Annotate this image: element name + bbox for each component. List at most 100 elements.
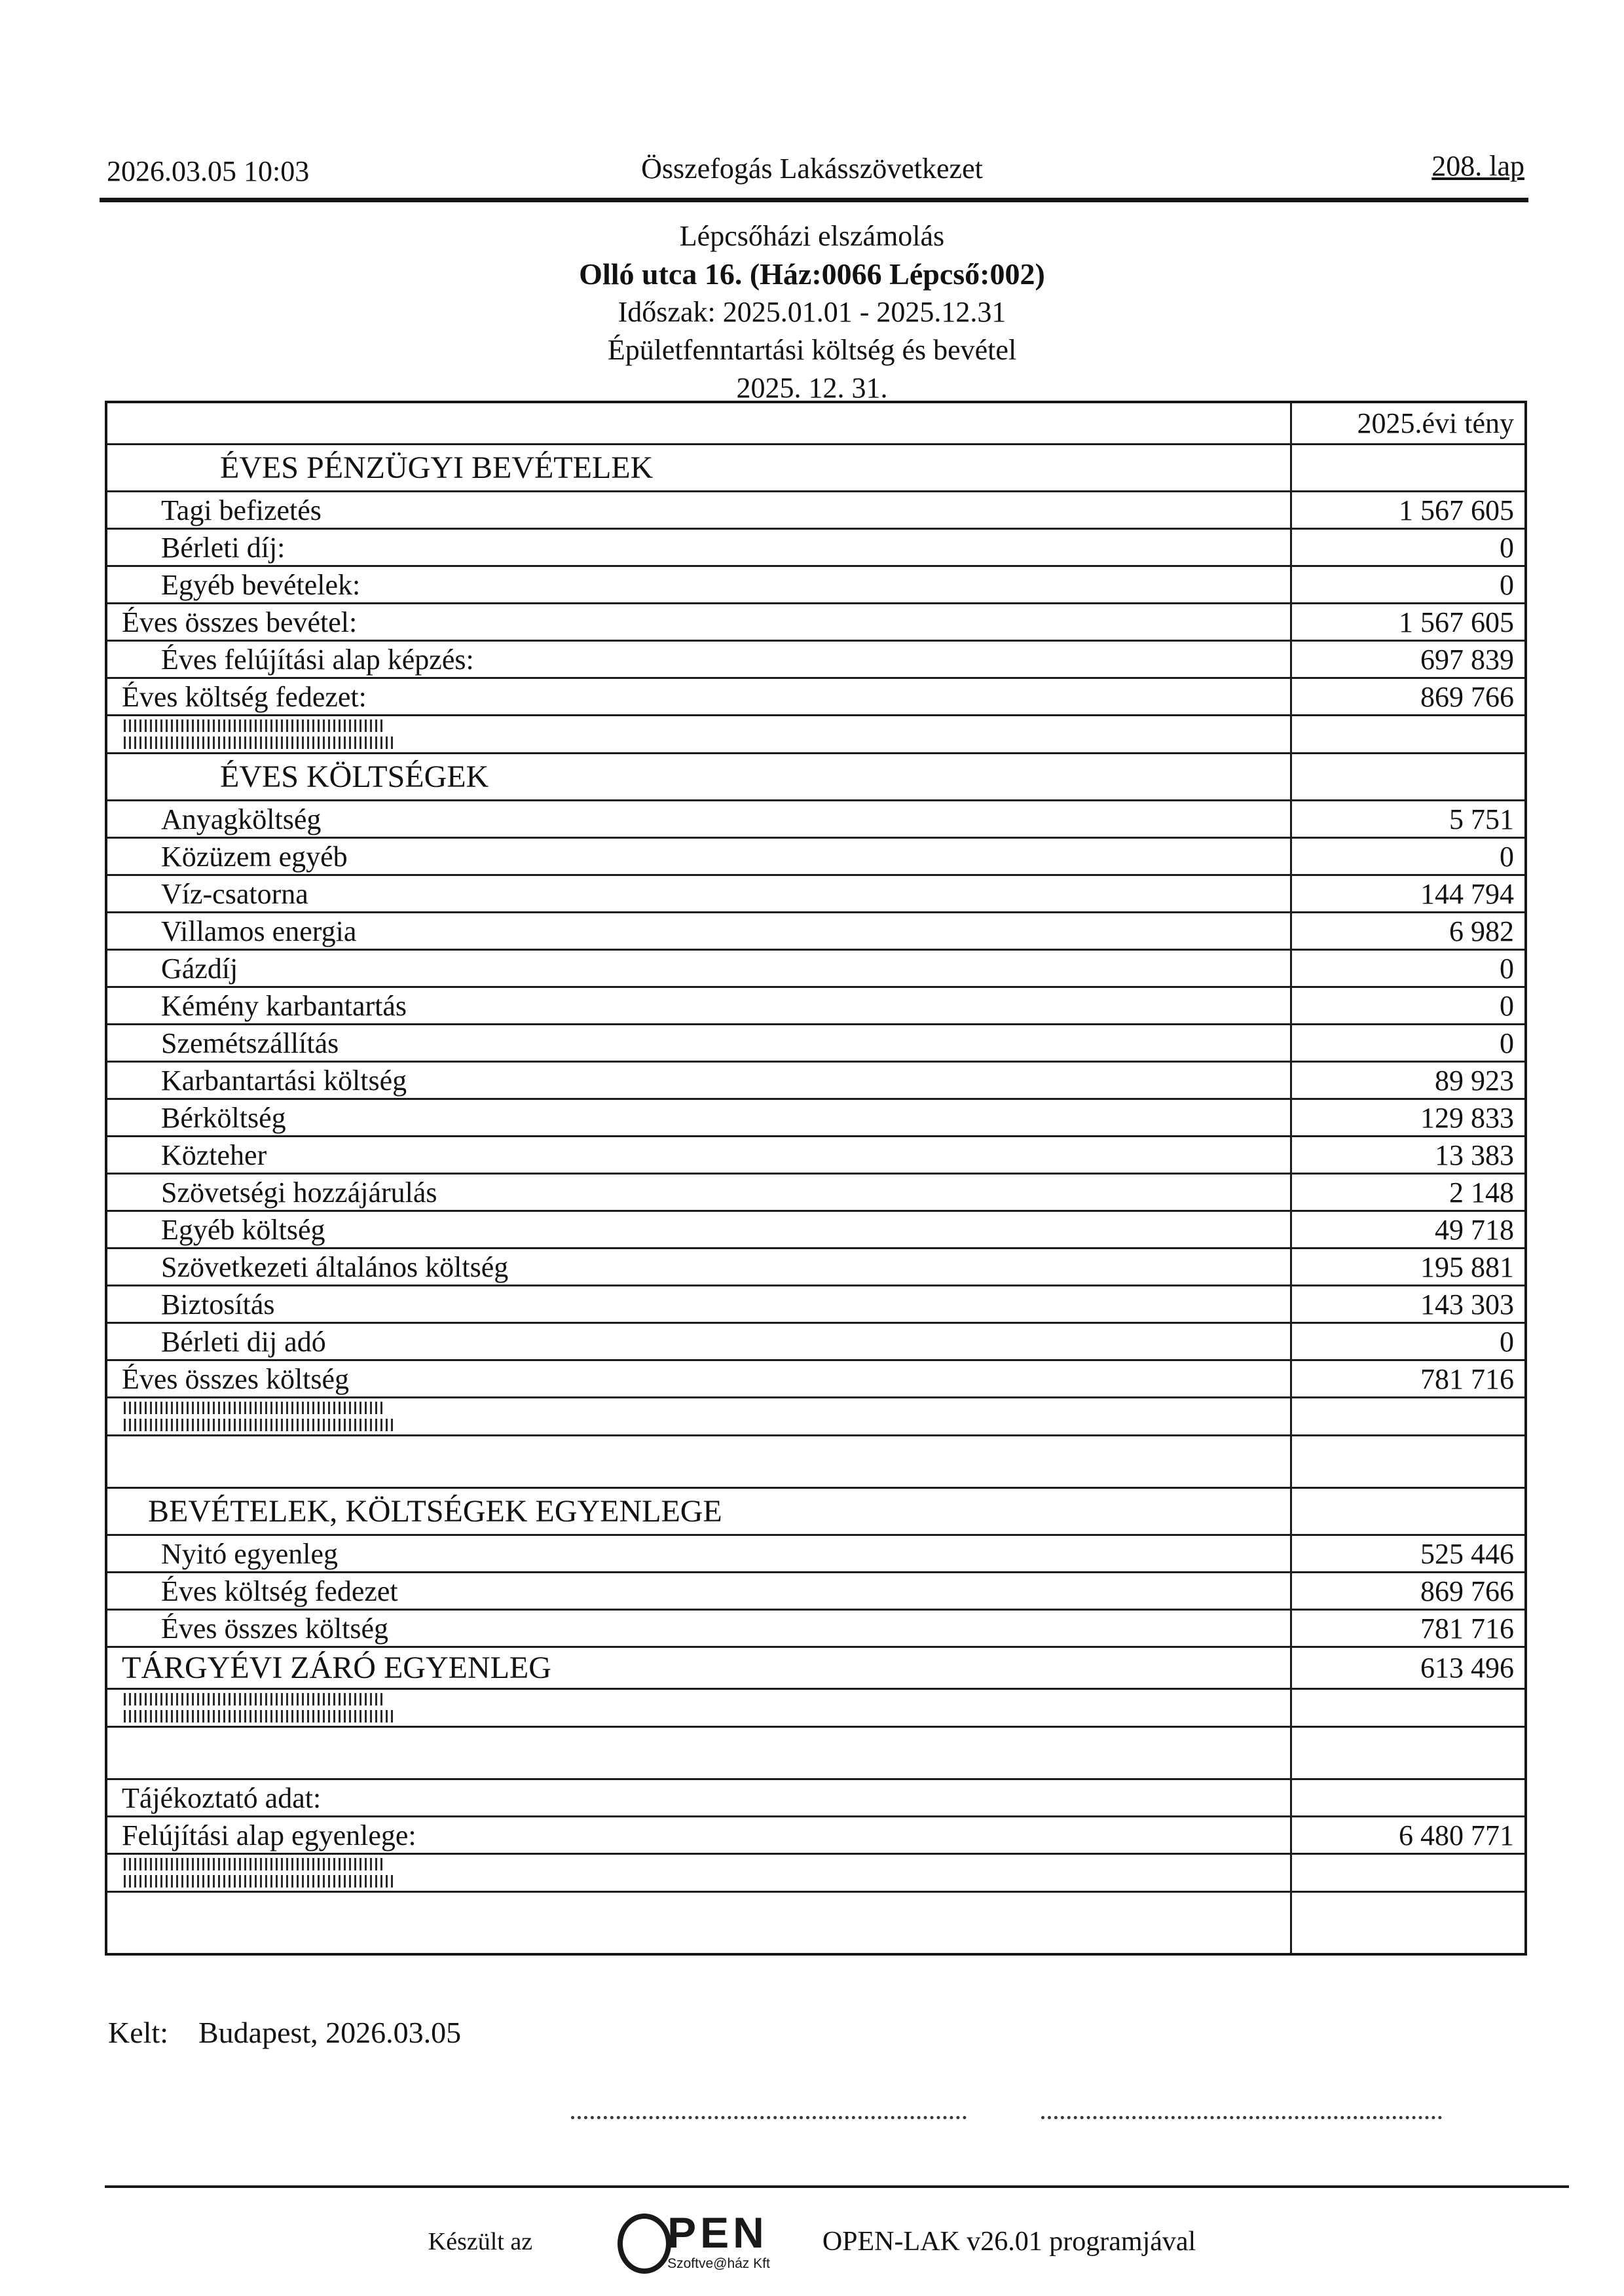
address-title: Olló utca 16. (Ház:0066 Lépcső:002) <box>579 257 1045 291</box>
row-value: 5 751 <box>1290 801 1524 837</box>
row-label: Közüzem egyéb <box>161 840 348 873</box>
row-label: BEVÉTELEK, KÖLTSÉGEK EGYENLEGE <box>148 1494 722 1529</box>
row-label <box>107 1398 1290 1434</box>
table-row: ÉVES KÖLTSÉGEK <box>107 754 1524 801</box>
row-label: Nyitó egyenleg <box>161 1537 339 1570</box>
table-row: Éves költség fedezet 869 766 <box>107 1573 1524 1611</box>
row-label: Kémény karbantartás <box>161 989 407 1022</box>
row-value <box>1290 1893 1524 1953</box>
row-label <box>107 1855 1290 1891</box>
open-logo-o-icon <box>618 2214 672 2274</box>
row-label: Gázdíj <box>161 952 238 985</box>
row-value: 195 881 <box>1290 1249 1524 1285</box>
footer-program-text: OPEN-LAK v26.01 programjával <box>822 2227 1196 2257</box>
row-value <box>1290 1436 1524 1487</box>
table-row: Éves költség fedezet: 869 766 <box>107 679 1524 716</box>
row-label: Éves összes költség <box>161 1612 389 1645</box>
row-value: 869 766 <box>1290 1573 1524 1609</box>
row-value <box>1290 1398 1524 1434</box>
table-row: Villamos energia 6 982 <box>107 913 1524 951</box>
table-row: Szemétszállítás 0 <box>107 1025 1524 1063</box>
row-label: Bérleti díj: <box>161 531 286 564</box>
row-label: Szövetkezeti általános költség <box>161 1250 509 1283</box>
row-value: 6 982 <box>1290 913 1524 949</box>
row-label: Éves összes bevétel: <box>122 606 358 638</box>
header-page-number: 208. lap <box>1431 150 1524 182</box>
footer-rule <box>105 2185 1569 2188</box>
signature-line-left <box>571 2116 967 2119</box>
table-row: Szövetkezeti általános költség 195 881 <box>107 1249 1524 1286</box>
bars-pattern <box>124 1858 384 1870</box>
row-label: Villamos energia <box>161 915 357 947</box>
row-value <box>1290 445 1524 490</box>
bars-pattern <box>124 737 395 749</box>
row-label: Karbantartási költség <box>161 1064 407 1097</box>
bars-pattern <box>124 1875 395 1887</box>
report-type-title: Lépcsőházi elszámolás <box>679 220 945 252</box>
row-value: 0 <box>1290 567 1524 602</box>
row-value <box>1290 1690 1524 1726</box>
statement-table: 2025.évi tény ÉVES PÉNZÜGYI BEVÉTELEK Tagi… <box>105 401 1527 1956</box>
row-label: Bérleti dij adó <box>161 1325 326 1358</box>
row-value: 0 <box>1290 839 1524 874</box>
row-label: Szemétszállítás <box>161 1027 339 1059</box>
row-value: 143 303 <box>1290 1286 1524 1322</box>
row-value: 0 <box>1290 951 1524 986</box>
header-org-title: Összefogás Lakásszövetkezet <box>641 153 983 185</box>
table-row: Tájékoztató adat: <box>107 1780 1524 1817</box>
table-row: Egyéb költség 49 718 <box>107 1212 1524 1249</box>
row-value: 1 567 605 <box>1290 604 1524 640</box>
row-label: Éves felújítási alap képzés: <box>161 643 474 676</box>
table-row: Karbantartási költség 89 923 <box>107 1063 1524 1100</box>
header-rule <box>100 198 1528 202</box>
row-value: 781 716 <box>1290 1611 1524 1646</box>
row-label <box>107 716 1290 752</box>
table-row: Anyagköltség 5 751 <box>107 801 1524 839</box>
bars-pattern <box>124 1693 384 1705</box>
table-row: BEVÉTELEK, KÖLTSÉGEK EGYENLEGE <box>107 1489 1524 1536</box>
row-value <box>1290 1728 1524 1778</box>
period-line: Időszak: 2025.01.01 - 2025.12.31 <box>618 296 1006 328</box>
row-label: Közteher <box>161 1139 267 1171</box>
table-row: Éves felújítási alap képzés: 697 839 <box>107 642 1524 679</box>
table-row: Tagi befizetés 1 567 605 <box>107 492 1524 530</box>
row-label: Szövetségi hozzájárulás <box>161 1176 437 1209</box>
row-label: Egyéb költség <box>161 1213 325 1246</box>
row-value: 869 766 <box>1290 679 1524 714</box>
row-label: ÉVES PÉNZÜGYI BEVÉTELEK <box>220 450 654 485</box>
subject-line: Épületfenntartási költség és bevétel <box>607 334 1017 366</box>
row-label: Felújítási alap egyenlege: <box>122 1819 416 1851</box>
row-label: TÁRGYÉVI ZÁRÓ EGYENLEG <box>122 1650 551 1685</box>
row-value: 525 446 <box>1290 1536 1524 1571</box>
row-label: Bérköltség <box>161 1101 286 1134</box>
row-value: 0 <box>1290 1025 1524 1061</box>
row-label: Tagi befizetés <box>161 494 322 526</box>
table-row: Felújítási alap egyenlege: 6 480 771 <box>107 1817 1524 1855</box>
row-value: 49 718 <box>1290 1212 1524 1247</box>
open-logo-subtext: Szoftve@ház Kft <box>667 2256 770 2271</box>
row-value <box>1290 1489 1524 1534</box>
table-row: Éves összes bevétel: 1 567 605 <box>107 604 1524 642</box>
table-row: Bérleti dij adó 0 <box>107 1324 1524 1361</box>
table-row: Kémény karbantartás 0 <box>107 988 1524 1025</box>
table-row: Közteher 13 383 <box>107 1137 1524 1175</box>
row-value: 129 833 <box>1290 1100 1524 1135</box>
row-value: 89 923 <box>1290 1063 1524 1098</box>
header-datetime: 2026.03.05 10:03 <box>107 155 310 187</box>
row-value: 0 <box>1290 1324 1524 1359</box>
bars-pattern <box>124 1402 384 1414</box>
row-label: Biztosítás <box>161 1288 275 1321</box>
row-label <box>107 1436 1290 1487</box>
bars-pattern <box>124 1710 395 1722</box>
row-label <box>107 1893 1290 1953</box>
table-row: 2025.évi tény <box>107 403 1524 445</box>
table-row <box>107 1398 1524 1436</box>
row-label <box>107 403 1290 443</box>
row-label: Éves összes költség <box>122 1362 350 1395</box>
open-logo: PEN Szoftve@ház Kft <box>618 2210 770 2274</box>
bars-pattern <box>124 720 384 732</box>
table-row <box>107 1690 1524 1728</box>
open-logo-pen-text: PEN <box>667 2208 768 2257</box>
row-label: Egyéb bevételek: <box>161 568 361 601</box>
